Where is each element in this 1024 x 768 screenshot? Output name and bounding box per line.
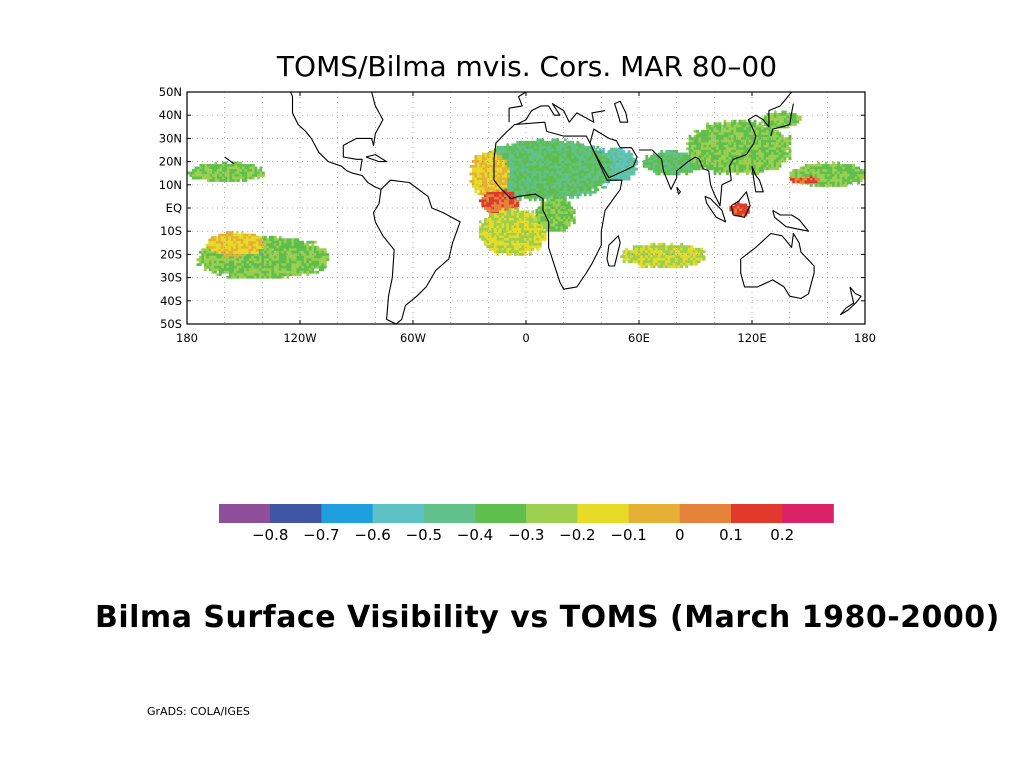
coastline-sri-lanka [676, 186, 681, 195]
lon-tick-label: 180 [176, 331, 198, 345]
colorbar-swatch [628, 504, 681, 523]
colorbar-swatch [219, 504, 271, 523]
field-region-gulf-guinea-red [478, 189, 520, 215]
lat-tick-label: 50S [160, 317, 182, 331]
coastline-australia [740, 232, 815, 300]
colorbar-tick-label: −0.8 [252, 526, 288, 544]
correlation-field [187, 110, 865, 279]
coastline-japan [770, 103, 794, 137]
lat-tick-label: 30N [159, 131, 182, 145]
lat-tick-label: 10N [159, 178, 182, 192]
colorbar-swatch [679, 504, 732, 523]
coastline-borneo [730, 191, 751, 218]
lat-tick-label: 10S [160, 224, 182, 238]
colorbar-swatch [577, 504, 629, 523]
coastline-new-guinea [772, 209, 810, 232]
field-region-central-africa [535, 196, 576, 232]
field-region-south-atlantic [478, 208, 547, 256]
colorbar-tick-label: −0.7 [303, 526, 339, 544]
coastline-hawaii [224, 156, 235, 165]
field-region-central-pacific-north [187, 161, 265, 182]
colorbar-swatch [270, 504, 322, 523]
colorbar-swatch [731, 504, 783, 523]
lat-tick-label: 50N [159, 85, 182, 99]
colorbar-tick-label: −0.3 [508, 526, 544, 544]
field-region-borneo-red [729, 201, 750, 217]
coastline-arabia [589, 128, 638, 179]
lat-tick-label: EQ [166, 201, 182, 215]
coastline-india [639, 92, 793, 207]
colorbar-tick-label: 0.1 [719, 526, 743, 544]
coastlines [224, 92, 862, 324]
colorbar-swatch [372, 504, 425, 523]
lat-tick-label: 40S [160, 294, 182, 308]
field-region-indian-ocean [620, 242, 706, 269]
lat-tick-label: 20N [159, 155, 182, 169]
colorbar-tick-label: −0.1 [610, 526, 646, 544]
colorbar-swatch [782, 504, 834, 523]
field-region-china-green [686, 119, 792, 176]
coastline-madagascar [606, 235, 621, 267]
colorbar-tick-label: −0.2 [559, 526, 595, 544]
lon-tick-label: 180 [854, 331, 876, 345]
coastline-caspian [613, 100, 629, 123]
map-title: TOMS/Bilma mvis. Cors. MAR 80–00 [276, 50, 777, 83]
lat-tick-label: 40N [159, 108, 182, 122]
coastline-new-zealand [839, 286, 862, 316]
coastline-africa [493, 121, 623, 290]
colorbar-tick-label: −0.4 [457, 526, 493, 544]
colorbar [219, 504, 834, 523]
colorbar-swatch [423, 504, 476, 523]
map-gridlines [187, 92, 865, 324]
coastline-hudson [375, 92, 376, 93]
coastline-sumatra [704, 195, 727, 223]
lon-tick-label: 0 [522, 331, 529, 345]
lat-tick-label: 30S [160, 271, 182, 285]
coastline-mediterranean-n [516, 103, 606, 125]
lon-tick-label: 60E [628, 331, 650, 345]
colorbar-tick-label: −0.5 [406, 526, 442, 544]
colorbar-swatch [321, 504, 373, 523]
field-region-india-band [642, 150, 701, 176]
colorbar-labels: −0.8 −0.7 −0.6 −0.5 −0.4 −0.3 −0.2 −0.1 0 0.1 0.2 [252, 526, 794, 544]
colorbar-swatch [475, 504, 527, 523]
lat-tick-label: 20S [160, 247, 182, 261]
latitude-axis: 50N 40N 30N 20N 10N EQ 10S 20S 30S 40S 50S [159, 85, 865, 331]
longitude-axis: 180 120W 60W 0 60E 120E 180 [176, 92, 876, 345]
coastline-europe [508, 92, 537, 123]
colorbar-tick-label: 0 [675, 526, 685, 544]
grads-credit: GrADS: COLA/IGES [147, 705, 250, 718]
colorbar-tick-label: 0.2 [770, 526, 794, 544]
coastline-gulf-mexico [342, 92, 384, 171]
field-region-west-pacific-red [789, 175, 820, 184]
slide-caption: Bilma Surface Visibility vs TOMS (March … [95, 600, 1000, 635]
lon-tick-label: 120W [283, 331, 316, 345]
colorbar-tick-label: −0.6 [354, 526, 390, 544]
lon-tick-label: 60W [400, 331, 426, 345]
lon-tick-label: 120E [737, 331, 766, 345]
coastline-philippines [751, 165, 764, 193]
colorbar-swatch [526, 504, 578, 523]
coastline-south-america [372, 179, 461, 324]
coastline-cuba [365, 154, 388, 163]
coastline-central-america [290, 92, 382, 190]
